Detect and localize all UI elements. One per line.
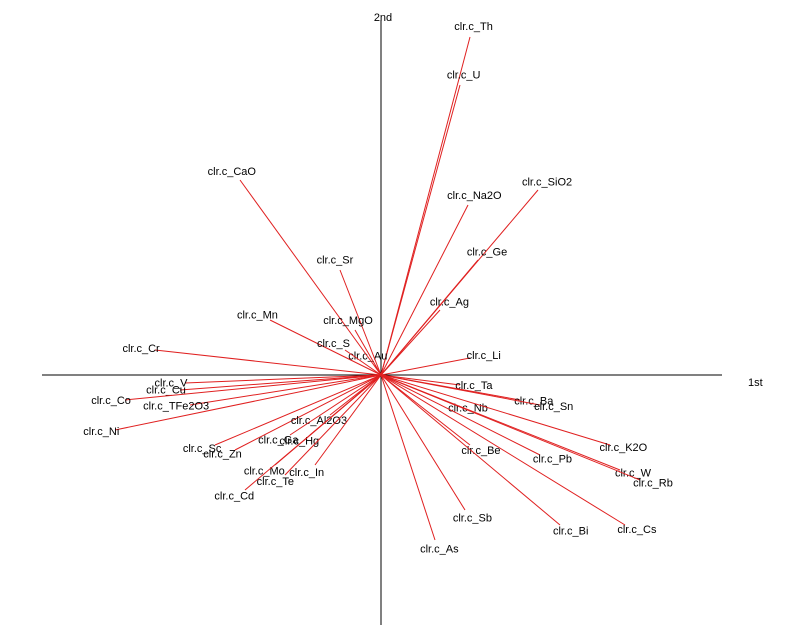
vector-label: clr.c_Na2O xyxy=(447,190,502,202)
loading-vector xyxy=(339,269,382,376)
loading-vector xyxy=(380,374,541,406)
vector-label: clr.c_In xyxy=(289,467,324,479)
loading-vector xyxy=(380,374,461,386)
vector-label: clr.c_Mo xyxy=(244,465,285,477)
vector-label: clr.c_Li xyxy=(467,350,501,362)
vector-label: clr.c_Bi xyxy=(553,525,588,537)
loading-vector xyxy=(354,329,382,376)
vector-label: clr.c_Cr xyxy=(122,343,160,355)
loading-vector xyxy=(239,179,382,376)
loading-vector xyxy=(380,374,541,456)
loading-vector xyxy=(380,374,466,511)
vector-label: clr.c_Be xyxy=(461,445,500,457)
vector-label: clr.c_TFe2O3 xyxy=(143,400,209,412)
loading-vector xyxy=(314,374,382,466)
loading-vector xyxy=(380,357,471,376)
vector-label: clr.c_V xyxy=(155,377,189,389)
vector-label: clr.c_MgO xyxy=(323,315,373,327)
loading-vector xyxy=(380,374,471,446)
vector-label: clr.c_Rb xyxy=(633,478,673,490)
loading-vector xyxy=(380,84,461,376)
vector-label: clr.c_W xyxy=(615,468,652,480)
loading-vector xyxy=(114,374,382,431)
x-axis-label: 1st xyxy=(748,377,763,389)
vector-label: clr.c_Al2O3 xyxy=(291,415,347,427)
vector-label: clr.c_Cu xyxy=(146,385,186,397)
vector-label: clr.c_Ni xyxy=(83,426,119,438)
loading-vector xyxy=(154,349,382,376)
loading-vector xyxy=(380,259,479,376)
vector-label: clr.c_Cd xyxy=(214,490,254,502)
vector-label: clr.c_Zn xyxy=(203,448,242,460)
loading-vector xyxy=(214,374,382,446)
vector-label: clr.c_CaO xyxy=(208,166,257,178)
vector-label: clr.c_Cs xyxy=(617,524,657,536)
vector-label: clr.c_Ta xyxy=(455,380,493,392)
vector-label: clr.c_Ag xyxy=(430,297,469,309)
loading-vector xyxy=(269,319,382,376)
vector-label: clr.c_As xyxy=(420,543,459,555)
vector-label: clr.c_Sn xyxy=(534,401,573,413)
loading-vector xyxy=(380,374,626,526)
vector-label: clr.c_Th xyxy=(454,21,493,33)
vector-label: clr.c_Sr xyxy=(317,255,354,267)
loading-vector xyxy=(234,374,382,451)
y-axis-label: 2nd xyxy=(374,12,392,24)
loading-vector xyxy=(380,374,641,481)
loading-vector xyxy=(284,374,382,476)
vector-label: clr.c_Ge xyxy=(467,246,507,258)
loading-vector xyxy=(380,374,611,446)
vector-label: clr.c_S xyxy=(317,338,350,350)
vector-label: clr.c_Ba xyxy=(514,396,554,408)
vector-label: clr.c_Sc xyxy=(183,443,222,455)
loading-vector xyxy=(179,374,382,391)
loading-vector xyxy=(124,374,382,401)
vector-label: clr.c_K2O xyxy=(600,442,648,454)
vector-label: clr.c_SiO2 xyxy=(522,176,572,188)
loading-vector xyxy=(380,204,469,376)
vector-label: clr.c_Mn xyxy=(237,309,278,321)
vector-label: clr.c_U xyxy=(447,69,481,81)
loading-vector xyxy=(189,374,382,406)
loading-vector xyxy=(380,374,561,526)
loading-vector xyxy=(184,374,382,384)
vector-label: clr.c_Sb xyxy=(453,512,492,524)
loading-vector xyxy=(380,374,436,541)
loading-vector xyxy=(289,374,382,436)
loading-vector xyxy=(380,309,441,376)
vector-label: clr.c_Hg xyxy=(279,435,319,447)
loading-vector xyxy=(344,349,382,376)
vector-label: clr.c_Ga xyxy=(258,434,299,446)
vector-label: clr.c_Pb xyxy=(533,453,572,465)
vector-label: clr.c_Co xyxy=(91,395,131,407)
vector-label: clr.c_Te xyxy=(257,476,294,488)
loading-vector xyxy=(244,374,382,491)
